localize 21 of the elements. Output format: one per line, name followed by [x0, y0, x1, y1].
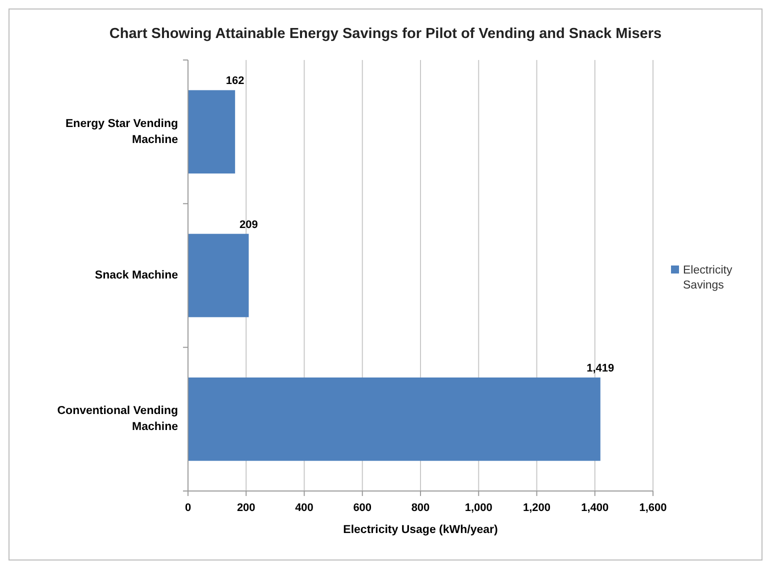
- data-label: 209: [240, 218, 258, 231]
- bar: [188, 234, 249, 318]
- x-tick-label: 400: [295, 502, 314, 514]
- bar: [188, 90, 236, 174]
- x-tick-label: 1,400: [581, 502, 609, 514]
- x-tick-label: 0: [184, 502, 192, 514]
- x-axis-title: Electricity Usage (kWh/year): [343, 524, 498, 536]
- legend-label: Electricity Savings: [683, 264, 732, 292]
- data-label: 162: [226, 75, 244, 88]
- data-label: 1,419: [586, 362, 614, 375]
- y-tick-label: Snack Machine: [94, 270, 178, 282]
- x-tick-label: 800: [411, 502, 430, 514]
- x-tick-label: 600: [353, 502, 372, 514]
- y-tick-label: Energy Star Vending Machine: [66, 118, 178, 146]
- x-tick-label: 200: [236, 502, 256, 514]
- x-tick-label: 1,200: [522, 502, 551, 514]
- x-tick-label: 1,000: [464, 502, 492, 514]
- y-tick-label: Conventional Vending Machine: [57, 405, 178, 434]
- bar: [188, 378, 600, 461]
- x-tick-label: 1,600: [639, 502, 667, 514]
- chart-title: Chart Showing Attainable Energy Savings for Pilot of Vending and Snack Misers: [109, 26, 662, 42]
